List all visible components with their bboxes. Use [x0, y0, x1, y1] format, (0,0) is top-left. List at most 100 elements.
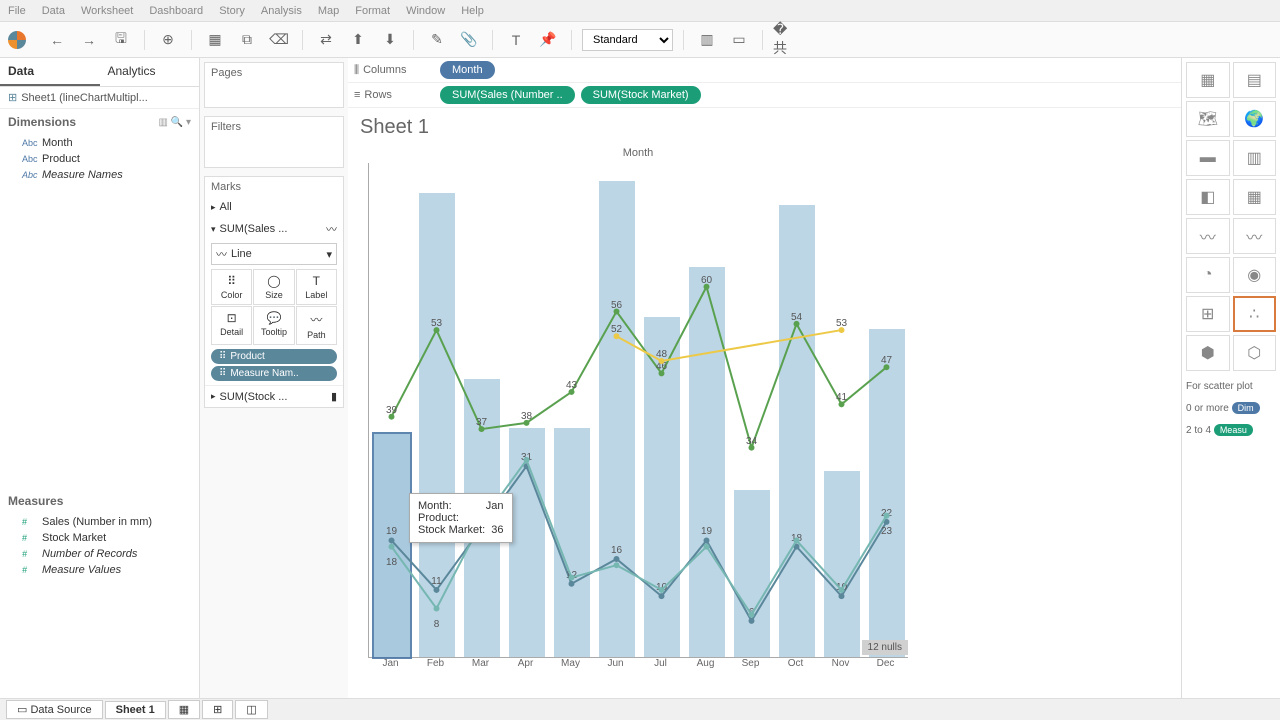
bar-Oct[interactable]	[779, 205, 815, 657]
share-button[interactable]: �共	[773, 27, 799, 53]
pill-sum-sales[interactable]: SUM(Sales (Number ..	[440, 86, 575, 104]
showme-type-7[interactable]: ▦	[1233, 179, 1277, 215]
showme-type-0[interactable]: ▦	[1186, 62, 1230, 98]
pin-button[interactable]: 📌	[535, 27, 561, 53]
field-product[interactable]: AbcProduct	[0, 151, 199, 167]
new-datasource-button[interactable]: ⊕	[155, 27, 181, 53]
menu-analysis[interactable]: Analysis	[261, 5, 302, 17]
rows-icon: ≡	[354, 89, 360, 101]
mark-color[interactable]: ⠿Color	[211, 269, 252, 305]
sheet-title[interactable]: Sheet 1	[348, 108, 1181, 147]
showme-type-14[interactable]: ⬢	[1186, 335, 1230, 371]
showme-type-10[interactable]: ◔	[1186, 257, 1230, 293]
duplicate-button[interactable]: ⧉	[234, 27, 260, 53]
marks-sumstock[interactable]: ▸SUM(Stock ...▮	[205, 385, 343, 407]
tab-datasource[interactable]: ▭ Data Source	[6, 700, 103, 719]
mark-size[interactable]: ◯Size	[253, 269, 294, 305]
menu-worksheet[interactable]: Worksheet	[81, 5, 133, 17]
showme-type-12[interactable]: ⊞	[1186, 296, 1230, 332]
showme-type-8[interactable]: 〰	[1186, 218, 1230, 254]
field-number-of-records[interactable]: #Number of Records	[0, 546, 199, 562]
tooltip: Month:JanProduct:Stock Market:36	[409, 493, 513, 543]
bar-Sep[interactable]	[734, 490, 770, 657]
marks-sumsales[interactable]: ▾SUM(Sales ...〰	[205, 217, 343, 241]
mark-type-select[interactable]: 〰Line▾	[211, 243, 337, 265]
showme-type-3[interactable]: 🌍	[1233, 101, 1277, 137]
nulls-badge[interactable]: 12 nulls	[862, 640, 908, 655]
rows-shelf[interactable]: ≡Rows SUM(Sales (Number .. SUM(Stock Mar…	[348, 83, 1181, 108]
swap-button[interactable]: ⇄	[313, 27, 339, 53]
pill-measure-names[interactable]: ⠿Measure Nam..	[211, 366, 337, 381]
clear-button[interactable]: ⌫	[266, 27, 292, 53]
bar-Aug[interactable]	[689, 267, 725, 657]
showme-type-15[interactable]: ⬡	[1233, 335, 1277, 371]
new-dashboard-button[interactable]: ⊞	[202, 700, 233, 719]
database-icon: ⊞	[8, 91, 17, 104]
bar-Jun[interactable]	[599, 181, 635, 657]
back-button[interactable]: ←	[44, 27, 70, 53]
new-story-button[interactable]: ◫	[235, 700, 267, 719]
bar-Feb[interactable]	[419, 193, 455, 657]
pill-month[interactable]: Month	[440, 61, 495, 79]
bar-Dec[interactable]	[869, 329, 905, 657]
value-label: 43	[566, 380, 577, 391]
tab-data[interactable]: Data	[0, 58, 100, 86]
menu-help[interactable]: Help	[461, 5, 484, 17]
mark-path[interactable]: 〰Path	[296, 306, 337, 345]
fit-select[interactable]: Standard	[582, 29, 673, 51]
bar-Nov[interactable]	[824, 471, 860, 657]
data-pane: Data Analytics ⊞ Sheet1 (lineChartMultip…	[0, 58, 200, 698]
field-sales-number-in-mm-[interactable]: #Sales (Number in mm)	[0, 514, 199, 530]
field-measure-names[interactable]: AbcMeasure Names	[0, 167, 199, 183]
showme-type-2[interactable]: 🗺	[1186, 101, 1230, 137]
tab-analytics[interactable]: Analytics	[100, 58, 200, 86]
pill-sum-stock[interactable]: SUM(Stock Market)	[581, 86, 701, 104]
new-sheet-button[interactable]: ▦	[202, 27, 228, 53]
menu-data[interactable]: Data	[42, 5, 65, 17]
showme-type-13[interactable]: ∴	[1233, 296, 1277, 332]
value-label: 39	[386, 405, 397, 416]
filters-card: Filters	[205, 117, 343, 137]
field-month[interactable]: AbcMonth	[0, 135, 199, 151]
value-label: 10	[836, 582, 847, 593]
save-button[interactable]: 🖫	[108, 27, 134, 53]
pill-product[interactable]: ⠿Product	[211, 349, 337, 364]
datasource-ref[interactable]: ⊞ Sheet1 (lineChartMultipl...	[0, 87, 199, 109]
highlight-button[interactable]: ✎	[424, 27, 450, 53]
value-label: 53	[836, 318, 847, 329]
menu-map[interactable]: Map	[318, 5, 339, 17]
logo-icon	[8, 31, 26, 49]
sort-asc-button[interactable]: ⬆	[345, 27, 371, 53]
showme-button[interactable]: ▥	[694, 27, 720, 53]
view-area: ⫼Columns Month ≡Rows SUM(Sales (Number .…	[348, 58, 1182, 698]
showme-type-4[interactable]: ▬	[1186, 140, 1230, 176]
columns-shelf[interactable]: ⫼Columns Month	[348, 58, 1181, 83]
menu-format[interactable]: Format	[355, 5, 390, 17]
menu-file[interactable]: File	[8, 5, 26, 17]
value-label: 37	[476, 417, 487, 428]
showme-type-6[interactable]: ◧	[1186, 179, 1230, 215]
mark-tooltip[interactable]: 💬Tooltip	[253, 306, 294, 345]
present-button[interactable]: ▭	[726, 27, 752, 53]
showme-type-11[interactable]: ◉	[1233, 257, 1277, 293]
showme-type-1[interactable]: ▤	[1233, 62, 1277, 98]
showme-type-5[interactable]: ▥	[1233, 140, 1277, 176]
marks-all[interactable]: ▸All	[205, 197, 343, 217]
value-label: 52	[611, 324, 622, 335]
showme-type-9[interactable]: 〰	[1233, 218, 1277, 254]
field-measure-values[interactable]: #Measure Values	[0, 562, 199, 578]
bar-May[interactable]	[554, 428, 590, 657]
group-button[interactable]: 📎	[456, 27, 482, 53]
menu-dashboard[interactable]: Dashboard	[149, 5, 203, 17]
menu-story[interactable]: Story	[219, 5, 245, 17]
field-stock-market[interactable]: #Stock Market	[0, 530, 199, 546]
sort-desc-button[interactable]: ⬇	[377, 27, 403, 53]
new-worksheet-button[interactable]: ▦	[168, 700, 200, 719]
mark-detail[interactable]: ⊡Detail	[211, 306, 252, 345]
mark-label[interactable]: TLabel	[296, 269, 337, 305]
bar-Jan[interactable]	[374, 434, 410, 657]
menu-window[interactable]: Window	[406, 5, 445, 17]
forward-button[interactable]: →	[76, 27, 102, 53]
labels-button[interactable]: T	[503, 27, 529, 53]
tab-sheet1[interactable]: Sheet 1	[105, 701, 166, 719]
